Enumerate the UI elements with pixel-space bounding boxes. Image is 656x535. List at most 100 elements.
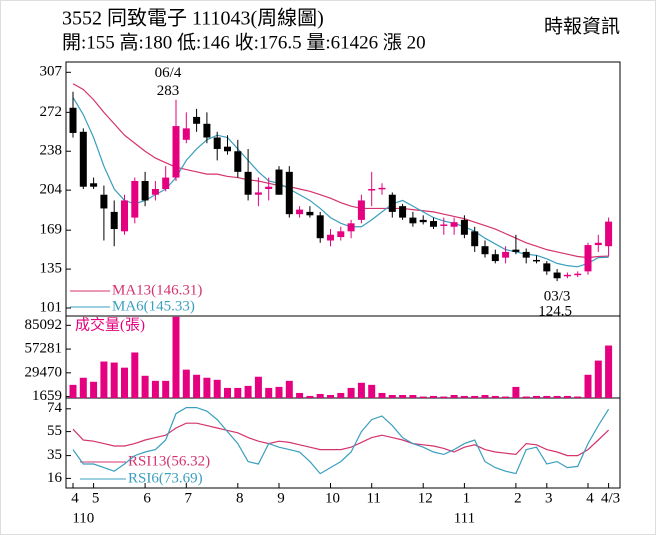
candle-body — [553, 272, 561, 279]
candle-body — [234, 151, 242, 172]
candle-body — [141, 180, 149, 201]
panel-frame — [65, 61, 621, 489]
volume-bar — [100, 361, 108, 398]
candle-body — [79, 131, 87, 187]
candle-body — [502, 251, 510, 258]
annotation: 124.5 — [538, 304, 572, 320]
x-tick-label: 2 — [514, 490, 522, 506]
y-tick-label: 101 — [40, 299, 63, 315]
candle-body — [357, 200, 365, 220]
legend-label: MA6(145.33) — [112, 298, 195, 314]
volume-bar — [193, 374, 201, 398]
volume-bar — [368, 384, 376, 398]
volume-bar — [409, 395, 417, 398]
volume-bar — [265, 387, 273, 398]
rsi-line — [72, 407, 610, 475]
y-tick-label: 55 — [47, 423, 62, 439]
x-tick-label: 1 — [463, 490, 471, 506]
y-tick-label: 57281 — [25, 341, 63, 357]
rsi-line — [72, 422, 610, 457]
candle-body — [430, 221, 437, 227]
chart-title: 3552 同致電子 111043(周線圖) — [62, 7, 324, 30]
volume-bar — [224, 387, 231, 398]
candle-body — [306, 211, 314, 216]
candle-body — [378, 187, 386, 190]
x-tick-label: 8 — [236, 490, 244, 506]
candle-body — [327, 234, 334, 241]
candle-body — [347, 223, 355, 232]
candle-body — [316, 215, 324, 239]
volume-bar — [337, 392, 345, 398]
candle-body — [491, 254, 499, 262]
x-tick-label: 5 — [92, 490, 100, 506]
volume-bar — [502, 396, 510, 398]
y-tick-label: 238 — [40, 143, 63, 159]
candle-body — [605, 221, 613, 247]
candle-body — [450, 222, 458, 227]
candle-body — [584, 245, 592, 272]
volume-bar — [110, 362, 118, 398]
y-tick-label: 204 — [40, 182, 63, 198]
volume-bar — [203, 377, 211, 398]
x-tick-label: 110 — [72, 510, 94, 526]
annotation: 03/3 — [544, 289, 571, 305]
volume-bar — [553, 395, 561, 398]
volume-bar — [151, 380, 159, 398]
candle-body — [574, 273, 582, 276]
x-tick-label: 7 — [185, 490, 193, 506]
volume-bar — [563, 395, 571, 398]
y-tick-label: 35 — [47, 447, 62, 463]
candle-body — [90, 183, 98, 187]
candle-body — [275, 169, 283, 195]
volume-bar — [378, 392, 386, 398]
y-tick-label: 169 — [40, 222, 63, 238]
y-tick-label: 1659 — [32, 388, 62, 404]
candle-body — [193, 116, 201, 124]
candle-body — [224, 146, 231, 152]
y-tick-label: 16 — [47, 470, 63, 486]
candle-body — [594, 242, 602, 246]
volume-bar — [244, 385, 252, 398]
volume-bar — [399, 395, 407, 398]
volume-bar — [533, 395, 540, 398]
volume-bar — [234, 387, 242, 398]
volume-bar — [275, 386, 283, 398]
volume-bar — [430, 395, 437, 398]
volume-bar — [182, 369, 190, 398]
candle-body — [481, 246, 489, 255]
candle-body — [440, 224, 448, 226]
candle-body — [471, 231, 479, 247]
x-tick-label: 4/3 — [601, 490, 620, 506]
volume-bar — [79, 377, 87, 398]
volume-bar — [491, 395, 499, 398]
x-tick-label: 10 — [325, 490, 340, 506]
volume-bar — [574, 396, 582, 398]
candle-body — [296, 209, 304, 215]
x-tick-label: 11 — [366, 490, 380, 506]
y-tick-label: 272 — [40, 104, 63, 120]
candle-body — [409, 217, 417, 224]
volume-bar — [605, 345, 613, 398]
candle-body — [460, 219, 468, 235]
candle-body — [368, 189, 376, 191]
x-tick-label: 3 — [545, 490, 553, 506]
volume-bar — [594, 360, 602, 398]
x-tick-label: 111 — [454, 510, 475, 526]
panel-title: 成交量(張) — [75, 315, 145, 333]
volume-bar — [471, 395, 479, 398]
x-tick-label: 12 — [418, 490, 433, 506]
volume-bar — [460, 395, 468, 398]
x-tick-label: 6 — [143, 490, 151, 506]
y-tick-label: 135 — [40, 261, 63, 277]
volume-bar — [90, 381, 98, 398]
legend-label: RSI6(73.69) — [128, 470, 203, 486]
volume-bar — [254, 376, 262, 398]
volume-bar — [419, 396, 427, 398]
volume-bar — [162, 380, 170, 398]
candle-body — [563, 274, 571, 277]
candle-body — [337, 231, 345, 238]
candle-body — [172, 126, 180, 178]
candle-body — [522, 251, 530, 258]
candle-body — [419, 219, 427, 223]
